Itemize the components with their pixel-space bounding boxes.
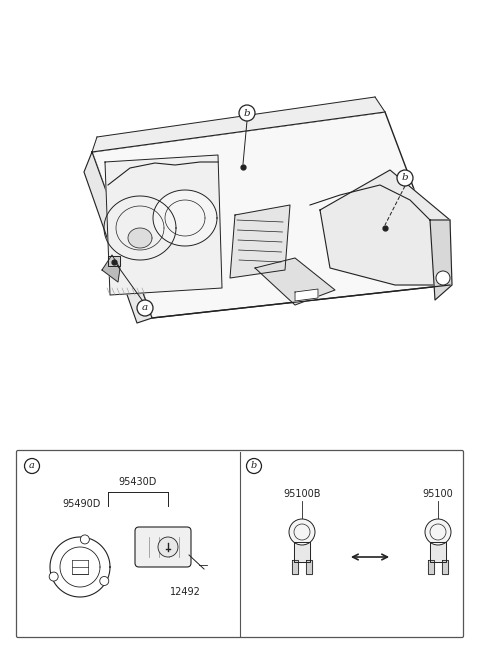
Polygon shape: [442, 560, 448, 574]
Circle shape: [247, 459, 262, 474]
Circle shape: [289, 519, 315, 545]
Text: a: a: [142, 304, 148, 312]
Polygon shape: [306, 560, 312, 574]
Circle shape: [137, 300, 153, 316]
Circle shape: [158, 537, 178, 557]
Text: 95100: 95100: [422, 489, 454, 499]
Polygon shape: [230, 205, 290, 278]
Polygon shape: [430, 542, 446, 562]
Circle shape: [239, 105, 255, 121]
Polygon shape: [105, 155, 222, 295]
Text: 12492: 12492: [169, 587, 201, 597]
Polygon shape: [294, 542, 310, 562]
Text: b: b: [402, 173, 408, 182]
Text: 95490D: 95490D: [63, 499, 101, 509]
Polygon shape: [128, 228, 152, 248]
Polygon shape: [428, 560, 434, 574]
Circle shape: [425, 519, 451, 545]
Polygon shape: [430, 220, 452, 300]
Polygon shape: [295, 289, 318, 301]
Polygon shape: [292, 560, 298, 574]
Circle shape: [49, 572, 58, 581]
Text: a: a: [29, 462, 35, 470]
Polygon shape: [108, 256, 120, 266]
Circle shape: [80, 535, 89, 544]
Circle shape: [397, 170, 413, 186]
Circle shape: [436, 271, 450, 285]
Polygon shape: [84, 152, 152, 323]
Polygon shape: [102, 255, 120, 282]
Text: b: b: [244, 108, 250, 117]
Circle shape: [24, 459, 39, 474]
Text: 95100B: 95100B: [283, 489, 321, 499]
Polygon shape: [153, 190, 217, 246]
Polygon shape: [255, 258, 335, 305]
Polygon shape: [92, 97, 385, 152]
Polygon shape: [320, 170, 450, 285]
Circle shape: [100, 577, 109, 586]
Text: 95430D: 95430D: [119, 477, 157, 487]
FancyBboxPatch shape: [135, 527, 191, 567]
Polygon shape: [92, 112, 450, 318]
Text: b: b: [251, 462, 257, 470]
